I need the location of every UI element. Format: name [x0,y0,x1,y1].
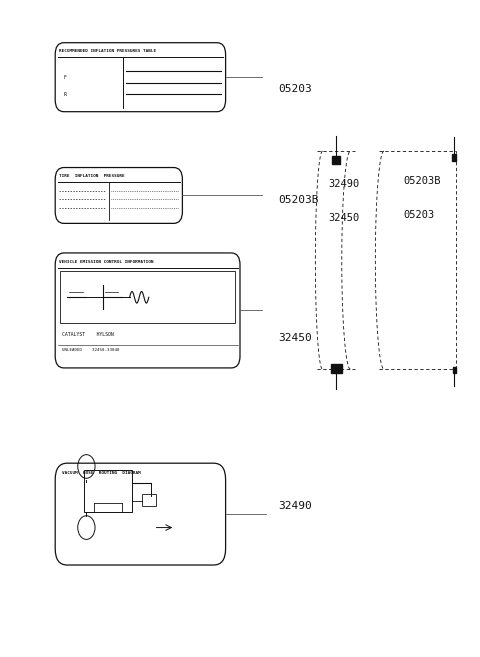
Text: TIRE  INFLATION  PRESSURE: TIRE INFLATION PRESSURE [59,174,125,178]
Bar [84,470,132,512]
Text: VACUUM  HOSE  ROUTING  DIAGRAM: VACUUM HOSE ROUTING DIAGRAM [62,471,141,475]
Bar [331,363,342,373]
Text: 32450: 32450 [278,333,312,344]
Bar [453,367,456,373]
Text: R: R [64,92,67,97]
Text: VEHICLE EMISSION CONTROL INFORMATION: VEHICLE EMISSION CONTROL INFORMATION [59,260,154,263]
Text: CATALYST    HYLSON: CATALYST HYLSON [62,332,114,337]
Text: 32490: 32490 [278,501,312,511]
Bar [60,271,235,323]
Text: F: F [64,75,67,79]
Text: 05203: 05203 [403,210,434,221]
Text: 05203B: 05203B [278,195,319,206]
Text: 05203: 05203 [278,83,312,94]
Text: 05203B: 05203B [403,175,441,186]
Bar [332,156,340,164]
Bar [142,494,156,506]
Text: UNLEADED    32450-33040: UNLEADED 32450-33040 [62,348,120,352]
Bar [452,154,456,161]
Text: RECOMMENDED INFLATION PRESSURES TABLE: RECOMMENDED INFLATION PRESSURES TABLE [59,49,156,53]
Text: 32490: 32490 [329,179,360,189]
Text: 32450: 32450 [329,213,360,223]
